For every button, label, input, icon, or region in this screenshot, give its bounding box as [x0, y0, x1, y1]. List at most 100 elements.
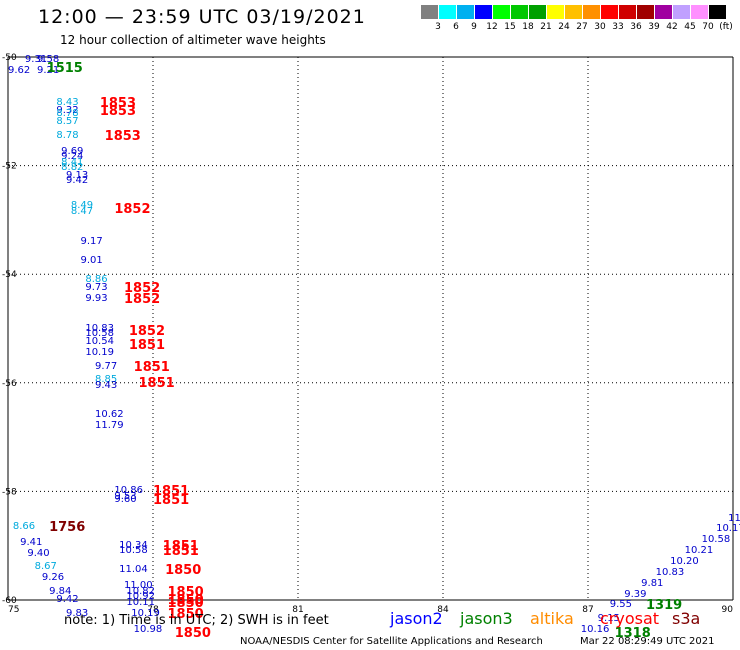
- color-swatch: [529, 5, 546, 19]
- wave-height-label: 9.13: [66, 170, 89, 182]
- wave-height-label: 8.49: [70, 200, 94, 212]
- observation-time-label: 1853: [99, 104, 137, 120]
- color-scale-label: 27: [576, 22, 588, 32]
- wave-height-label: 10.86: [114, 485, 143, 497]
- observation-time-label: 1851: [138, 375, 175, 391]
- color-swatch: [709, 5, 726, 19]
- wave-height-label: 10.19: [85, 346, 114, 358]
- wave-height-label: 9.60: [114, 493, 137, 505]
- wave-height-label: 8.67: [34, 561, 57, 573]
- observation-time-label: 1852: [124, 280, 161, 296]
- color-scale-label: 70: [702, 22, 714, 32]
- observation-time-label: 1853: [99, 96, 137, 112]
- longitude-tick-label: 81: [292, 605, 303, 615]
- observation-time-label: 1851: [162, 544, 199, 560]
- color-swatch: [583, 5, 600, 19]
- wave-height-label: 9.83: [66, 607, 89, 619]
- color-swatch: [655, 5, 672, 19]
- color-swatch: [547, 5, 564, 19]
- latitude-tick-label: -50: [2, 53, 17, 63]
- legend-s3a: s3a: [672, 609, 701, 628]
- wave-height-label: 10.58: [701, 534, 731, 546]
- wave-height-label: 10.92: [126, 591, 156, 603]
- wave-height-label: 8.78: [56, 129, 79, 141]
- color-scale-label: 12: [486, 22, 498, 32]
- color-scale-label: 42: [666, 22, 678, 32]
- latitude-tick-label: -56: [2, 379, 17, 389]
- credit-line: NOAA/NESDIS Center for Satellite Applica…: [240, 636, 543, 647]
- color-scale-label: (ft): [719, 22, 733, 32]
- wave-height-label: 8.41: [61, 156, 84, 168]
- wave-height-label: 9.15: [597, 613, 620, 624]
- observation-time-label: 1851: [153, 492, 190, 508]
- wave-height-label: 10.83: [655, 566, 685, 578]
- observation-time-label: 1851: [162, 538, 199, 554]
- wave-height-label: 8.82: [61, 162, 84, 174]
- color-swatch: [619, 5, 636, 19]
- generated-timestamp: Mar 22 08:29:49 UTC 2021: [580, 636, 715, 647]
- observation-time-label: 1852: [124, 291, 161, 307]
- wave-height-label: 8.47: [70, 205, 94, 217]
- wave-height-label: 10.58: [85, 327, 114, 339]
- color-scale-label: 36: [630, 22, 642, 32]
- color-swatch: [565, 5, 582, 19]
- wave-height-label: 8.86: [85, 273, 108, 285]
- wave-height-label: 10.21: [684, 545, 714, 557]
- axis-tick-labels: 75 78 81 84 87 90 -50 -52 -54 -56 -58 -60: [2, 53, 733, 615]
- legend-altika: altika: [530, 609, 574, 628]
- observation-time-label: 1319: [646, 598, 683, 614]
- wave-height-label: 9.39: [624, 588, 647, 600]
- wave-height-label: 11.79: [95, 420, 124, 432]
- color-scale-label: 33: [612, 22, 624, 32]
- color-scale-label: 24: [558, 22, 570, 32]
- map-title: 12:00 — 23:59 UTC 03/19/2021: [38, 6, 366, 28]
- color-scale-label: 39: [648, 22, 660, 32]
- color-swatch: [691, 5, 708, 19]
- wave-height-label: 9.73: [85, 281, 108, 293]
- wave-height-label: 9.53: [114, 490, 137, 502]
- color-swatch: [457, 5, 474, 19]
- color-scale-label: 21: [540, 22, 552, 32]
- observation-time-label: 1852: [128, 324, 166, 340]
- map-grid: [7, 56, 734, 601]
- wave-height-label: 10.98: [133, 623, 163, 635]
- observation-time-label: 1851: [133, 359, 170, 375]
- wave-height-label: 10.58: [119, 545, 148, 557]
- observation-time-label: 1850: [165, 563, 202, 579]
- color-scale-label: 3: [435, 22, 441, 32]
- wave-height-label: 10.11: [126, 596, 156, 608]
- wave-height-label: 9.42: [66, 174, 89, 186]
- wave-height-label: 10.19: [131, 607, 160, 619]
- wave-height-label: 10.54: [85, 336, 114, 348]
- wave-height-label: 9.69: [61, 146, 84, 158]
- wave-height-label: 9.24: [61, 151, 84, 163]
- observation-time-label: 1853: [104, 128, 141, 144]
- wave-height-label: 9.40: [27, 547, 50, 559]
- wave-height-label: 9.93: [85, 292, 108, 304]
- color-swatch: [493, 5, 510, 19]
- wave-height-label: 10.34: [119, 539, 148, 551]
- legend-jason3: jason3: [460, 609, 513, 628]
- longitude-tick-label: 87: [582, 605, 593, 615]
- color-swatch: [601, 5, 618, 19]
- observation-time-label: 1850: [174, 625, 211, 641]
- wave-height-label: 9.81: [641, 577, 664, 589]
- wave-height-label: 8.78: [56, 108, 79, 119]
- wave-height-label: 8.57: [56, 116, 79, 128]
- wave-height-label: 9.77: [95, 360, 118, 372]
- wave-height-label: 9.55: [609, 599, 633, 611]
- color-scale-label: 9: [471, 22, 477, 32]
- wave-height-label: 10.62: [95, 409, 124, 421]
- wave-height-label: 10.20: [670, 555, 699, 567]
- observation-time-label: 1756: [49, 519, 86, 535]
- wave-height-label: 9.32: [56, 105, 79, 117]
- longitude-tick-label: 84: [437, 605, 449, 615]
- wave-height-label: 9.42: [56, 594, 79, 605]
- wave-height-label: 10.16: [580, 623, 610, 635]
- color-swatch: [439, 5, 456, 19]
- wave-height-label: 10.82: [126, 585, 156, 597]
- legend-jason2: jason2: [390, 609, 443, 628]
- wave-height-label: 11.00: [124, 580, 153, 592]
- observation-time-label: 1851: [128, 337, 166, 353]
